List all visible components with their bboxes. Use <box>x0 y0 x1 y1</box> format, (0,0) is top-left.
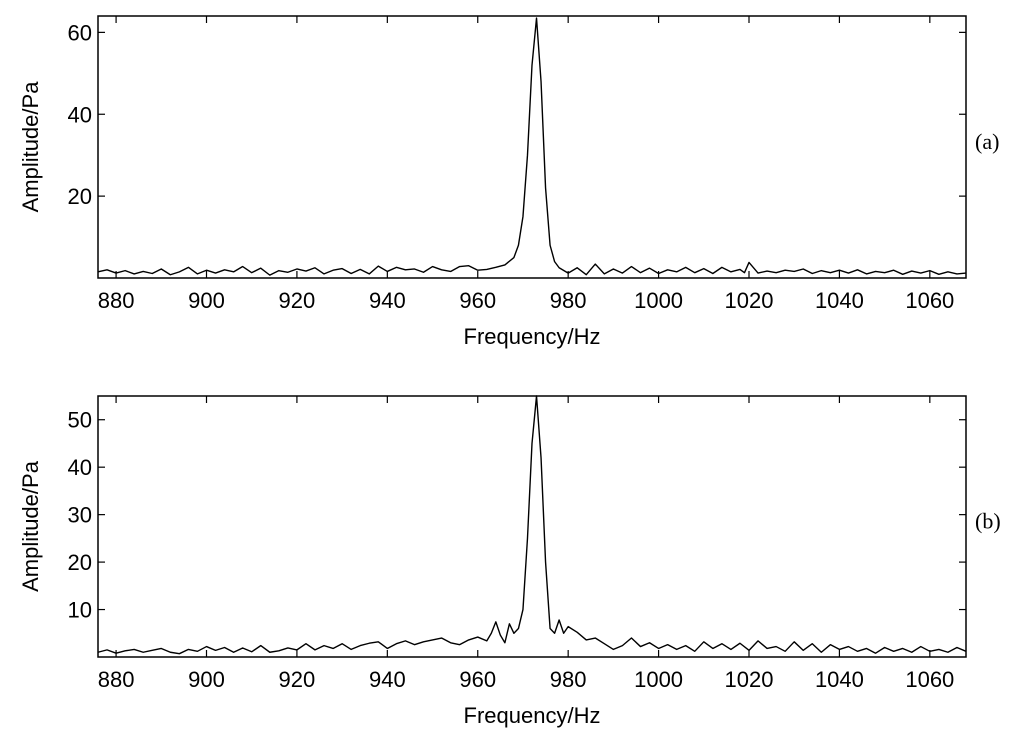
y-tick-label: 40 <box>68 102 92 127</box>
series-group-b <box>97 395 967 655</box>
panel-label-a: (a) <box>975 129 999 154</box>
panel-a: 880 900 920 940 960 980 1000 1020 1040 1060 20 40 60… <box>18 15 999 349</box>
x-tick-label: 880 <box>98 667 135 692</box>
x-tick-label: 980 <box>550 667 587 692</box>
x-tick-label: 900 <box>188 667 225 692</box>
x-axis-title-a: Frequency/Hz <box>464 324 601 349</box>
y-tick-label: 10 <box>68 598 92 623</box>
series-line <box>97 17 967 276</box>
x-tick-label: 980 <box>550 288 587 313</box>
tick-marks-a <box>98 16 966 278</box>
x-tick-label: 920 <box>279 667 316 692</box>
x-tick-label: 900 <box>188 288 225 313</box>
x-tick-label: 1020 <box>725 288 774 313</box>
x-tick-label: 940 <box>369 667 406 692</box>
series-line <box>97 395 967 655</box>
y-tick-label: 20 <box>68 550 92 575</box>
x-tick-label: 1060 <box>905 288 954 313</box>
y-tick-label: 60 <box>68 20 92 45</box>
x-tick-label: 940 <box>369 288 406 313</box>
x-tick-label: 1020 <box>725 667 774 692</box>
x-axis-title-b: Frequency/Hz <box>464 703 601 728</box>
tick-labels-b: 880 900 920 940 960 980 1000 1020 1040 1060102030… <box>68 408 955 692</box>
panel-b: 880 900 920 940 960 980 1000 1020 1040 1060102030… <box>18 395 1001 728</box>
y-axis-title-a: Amplitude/Pa <box>18 81 43 213</box>
x-tick-label: 960 <box>459 667 496 692</box>
y-tick-label: 30 <box>68 503 92 528</box>
plot-area-a <box>97 15 967 279</box>
y-tick-label: 50 <box>68 408 92 433</box>
x-tick-label: 1040 <box>815 288 864 313</box>
panel-label-b: (b) <box>975 509 1001 534</box>
x-tick-label: 1000 <box>634 667 683 692</box>
plot-area-b <box>97 395 967 658</box>
x-tick-label: 920 <box>279 288 316 313</box>
tick-marks-b <box>98 396 966 657</box>
y-axis-title-b: Amplitude/Pa <box>18 460 43 592</box>
tick-labels-a: 880 900 920 940 960 980 1000 1020 1040 1060 20 40 60 <box>68 20 955 313</box>
x-tick-label: 1060 <box>905 667 954 692</box>
x-tick-label: 880 <box>98 288 135 313</box>
y-tick-label: 20 <box>68 184 92 209</box>
y-tick-label: 40 <box>68 455 92 480</box>
x-tick-label: 1040 <box>815 667 864 692</box>
x-tick-label: 1000 <box>634 288 683 313</box>
series-group-a <box>97 17 967 276</box>
x-tick-label: 960 <box>459 288 496 313</box>
